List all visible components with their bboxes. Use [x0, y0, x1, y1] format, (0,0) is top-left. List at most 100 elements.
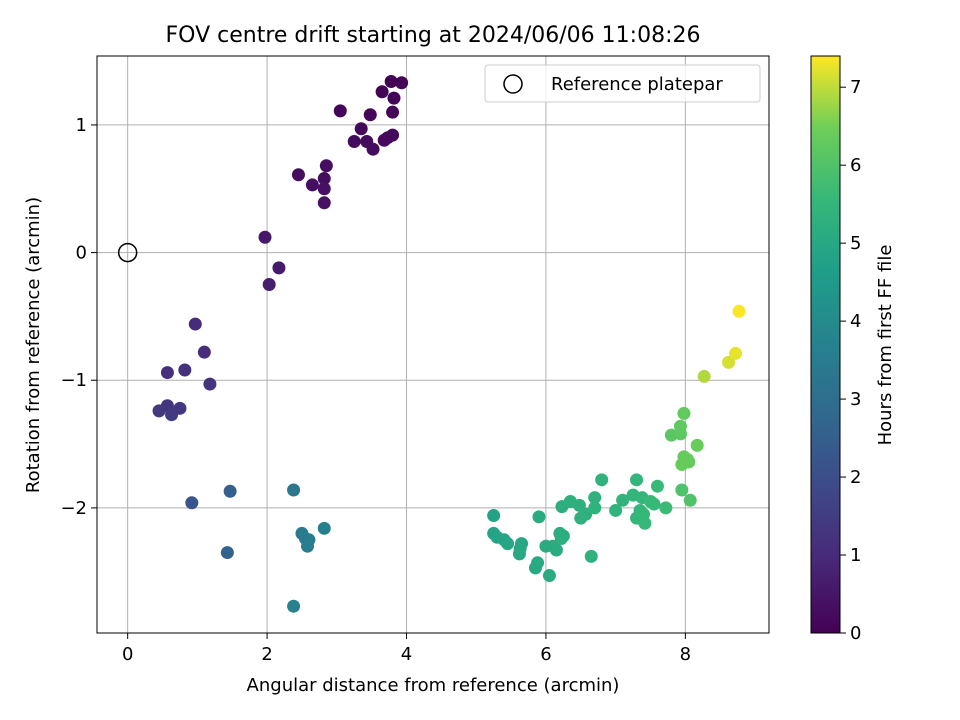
x-tick-label: 4 [401, 644, 412, 665]
scatter-point [301, 539, 315, 553]
x-tick-label: 6 [540, 644, 551, 665]
scatter-point [487, 509, 501, 523]
scatter-point [185, 496, 199, 510]
scatter-point [203, 377, 217, 391]
colorbar-gradient [810, 55, 841, 634]
scatter-point [683, 493, 697, 507]
reference-marker-group [117, 242, 138, 263]
scatter-point [729, 346, 743, 360]
reference-platepar-marker [117, 242, 138, 263]
legend-marker-icon [503, 74, 523, 94]
scatter-point [595, 473, 609, 487]
scatter-point [554, 532, 568, 546]
x-tick-label: 8 [680, 644, 691, 665]
colorbar-tick-label: 4 [850, 311, 861, 332]
scatter-point [501, 537, 515, 551]
scatter-point [630, 473, 644, 487]
plot-frame [96, 55, 770, 634]
scatter-point [579, 507, 593, 521]
scatter-point [722, 355, 736, 369]
scatter-point [287, 483, 301, 497]
scatter-point [647, 497, 661, 511]
scatter-point [317, 196, 331, 210]
scatter-point [258, 230, 272, 244]
chart-title: FOV centre drift starting at 2024/06/06 … [166, 23, 701, 48]
colorbar: 0 1 2 3 4 5 6 7 Hours from first FF file [810, 55, 896, 644]
scatter-point [650, 479, 664, 493]
scatter-point [616, 493, 630, 507]
grid-lines [97, 56, 769, 633]
scatter-point [386, 105, 400, 119]
scatter-point [677, 406, 691, 420]
scatter-point [387, 91, 401, 105]
scatter-point [638, 516, 652, 530]
scatter-point [272, 261, 286, 275]
scatter-point [732, 304, 746, 318]
x-axis: 0 2 4 6 8 [122, 633, 691, 665]
scatter-point [690, 438, 704, 452]
scatter-point [197, 345, 211, 359]
colorbar-tick-label: 6 [850, 155, 861, 176]
scatter-point [347, 135, 361, 149]
scatter-point [317, 521, 331, 535]
scatter-point [165, 408, 179, 422]
x-axis-label: Angular distance from reference (arcmin) [247, 675, 620, 696]
data-points [152, 75, 746, 613]
scatter-point [675, 457, 689, 471]
x-tick-label: 0 [122, 644, 133, 665]
scatter-point [287, 599, 301, 613]
colorbar-tick-label: 1 [850, 545, 861, 566]
scatter-point [291, 168, 305, 182]
scatter-point [659, 501, 673, 515]
scatter-point [588, 491, 602, 505]
y-tick-label: 0 [76, 243, 87, 264]
scatter-point [675, 483, 689, 497]
legend-entry-label: Reference platepar [551, 74, 723, 95]
scatter-point [178, 363, 192, 377]
scatter-point [528, 561, 542, 575]
y-axis-label: Rotation from reference (arcmin) [23, 197, 44, 493]
scatter-point [697, 369, 711, 383]
scatter-point [588, 501, 602, 515]
colorbar-tick-label: 3 [850, 389, 861, 410]
scatter-point [609, 503, 623, 517]
scatter-point [673, 419, 687, 433]
legend: Reference platepar [484, 64, 761, 103]
y-tick-label: −2 [60, 498, 87, 519]
scatter-point [188, 317, 202, 331]
y-axis: −2 −1 0 1 [60, 115, 97, 519]
legend-box [484, 64, 761, 103]
scatter-point [262, 278, 276, 292]
scatter-point [319, 159, 333, 173]
scatter-point [375, 85, 389, 99]
scatter-point [512, 547, 526, 561]
scatter-point [395, 76, 409, 90]
colorbar-tick-label: 0 [850, 623, 861, 644]
colorbar-tick-label: 7 [850, 77, 861, 98]
scatter-point [584, 549, 598, 563]
scatter-point [363, 108, 377, 122]
scatter-point [366, 142, 380, 156]
scatter-point [532, 510, 546, 524]
y-tick-label: 1 [76, 115, 87, 136]
scatter-point [333, 104, 347, 118]
scatter-point [542, 569, 556, 583]
y-tick-label: −1 [60, 370, 87, 391]
colorbar-tick-label: 2 [850, 467, 861, 488]
scatter-point [160, 366, 174, 380]
scatter-point [220, 546, 234, 560]
scatter-point [549, 543, 563, 557]
scatter-point [384, 75, 398, 89]
colorbar-ticks: 0 1 2 3 4 5 6 7 [840, 77, 861, 644]
scatter-point [305, 178, 319, 192]
scatter-point [317, 182, 331, 196]
x-tick-label: 2 [261, 644, 272, 665]
scatter-point [223, 484, 237, 498]
scatter-point [377, 133, 391, 147]
colorbar-label: Hours from first FF file [875, 245, 896, 446]
colorbar-tick-label: 5 [850, 233, 861, 254]
scatter-point [354, 122, 368, 136]
scatter-point [317, 172, 331, 186]
scatter-point [152, 404, 166, 418]
